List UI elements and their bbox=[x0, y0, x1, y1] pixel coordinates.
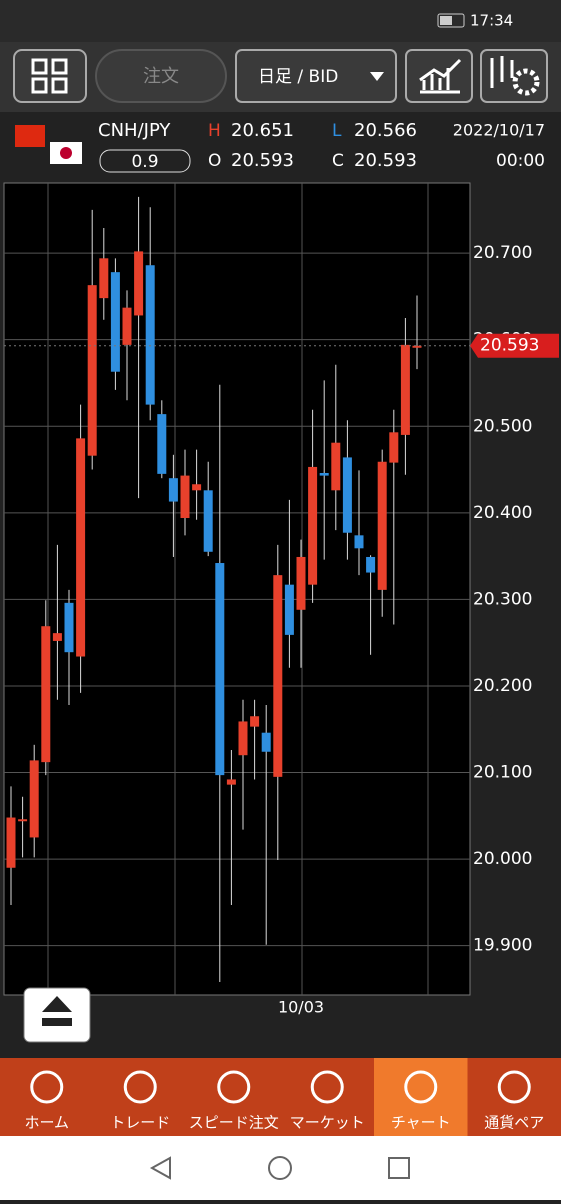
candle-body bbox=[227, 779, 236, 784]
y-tick-label: 20.000 bbox=[473, 849, 532, 869]
nav-label: チャート bbox=[391, 1114, 451, 1132]
candle-body bbox=[331, 443, 340, 491]
y-tick-label: 20.100 bbox=[473, 763, 532, 783]
candle-body bbox=[65, 603, 74, 652]
candle-body bbox=[250, 716, 259, 726]
candle-body bbox=[204, 490, 213, 551]
y-tick-label: 20.400 bbox=[473, 503, 532, 523]
candle-body bbox=[53, 633, 62, 641]
spread: 0.9 bbox=[131, 152, 158, 172]
candle-body bbox=[76, 438, 85, 656]
candle-body bbox=[308, 467, 317, 585]
candle-body bbox=[320, 473, 329, 476]
close-label: C bbox=[332, 151, 344, 171]
candle-body bbox=[134, 251, 143, 315]
candle-body bbox=[378, 462, 387, 590]
candle-body bbox=[169, 478, 178, 501]
candle-body bbox=[366, 557, 375, 573]
candle-body bbox=[239, 721, 248, 755]
symbol: CNH/JPY bbox=[98, 120, 171, 141]
candle-body bbox=[215, 563, 224, 775]
candle-body bbox=[401, 345, 410, 435]
candle-body bbox=[123, 308, 132, 345]
candle-body bbox=[273, 575, 282, 777]
y-tick-label: 20.200 bbox=[473, 676, 532, 696]
candle-body bbox=[7, 818, 16, 868]
nav-label: マーケット bbox=[290, 1114, 365, 1132]
x-tick-label: 10/03 bbox=[278, 998, 324, 1017]
candle-body bbox=[355, 535, 364, 548]
plot-area bbox=[4, 183, 470, 995]
y-tick-label: 20.700 bbox=[473, 243, 532, 263]
candle-body bbox=[41, 626, 50, 762]
close-value: 20.593 bbox=[354, 150, 417, 171]
y-tick-label: 20.500 bbox=[473, 416, 532, 436]
candle-body bbox=[99, 258, 108, 298]
candle-body bbox=[181, 476, 190, 518]
nav-label: 通貨ペア bbox=[484, 1114, 544, 1132]
flag-cn bbox=[15, 125, 45, 147]
high-label: H bbox=[208, 121, 221, 141]
y-tick-label: 20.300 bbox=[473, 589, 532, 609]
low-value: 20.566 bbox=[354, 120, 417, 141]
candle-body bbox=[297, 557, 306, 610]
low-label: L bbox=[332, 121, 342, 141]
timeframe-label: 日足 / BID bbox=[258, 67, 338, 87]
candle-body bbox=[18, 819, 27, 821]
last-price-label: 20.593 bbox=[480, 336, 539, 356]
order-label: 注文 bbox=[143, 66, 179, 87]
system-nav bbox=[0, 1136, 561, 1200]
candle-body bbox=[30, 760, 39, 837]
quote-time: 00:00 bbox=[496, 151, 545, 171]
high-value: 20.651 bbox=[231, 120, 294, 141]
quote-date: 2022/10/17 bbox=[453, 121, 545, 140]
candle-body bbox=[192, 484, 201, 490]
nav-label: スピード注文 bbox=[189, 1114, 279, 1132]
y-tick-label: 19.900 bbox=[473, 936, 532, 956]
candle-body bbox=[88, 285, 97, 456]
candle-body bbox=[262, 733, 271, 752]
nav-label: ホーム bbox=[24, 1114, 69, 1132]
flag-jp-circle bbox=[60, 147, 72, 159]
candle-body bbox=[111, 272, 120, 372]
nav-label: トレード bbox=[110, 1114, 170, 1132]
candle-body bbox=[285, 585, 294, 635]
candle-body bbox=[389, 432, 398, 462]
nav-items: ホーム トレード スピード注文マーケット チャート 通貨ペア bbox=[0, 1058, 561, 1136]
open-label: O bbox=[208, 151, 221, 171]
menu-button[interactable] bbox=[14, 50, 86, 102]
battery-level bbox=[440, 16, 452, 25]
candle-body bbox=[157, 414, 166, 474]
indicator-button[interactable] bbox=[406, 50, 472, 102]
status-time: 17:34 bbox=[470, 12, 513, 30]
open-value: 20.593 bbox=[231, 150, 294, 171]
candle-body bbox=[343, 457, 352, 532]
candle-body bbox=[146, 265, 155, 404]
